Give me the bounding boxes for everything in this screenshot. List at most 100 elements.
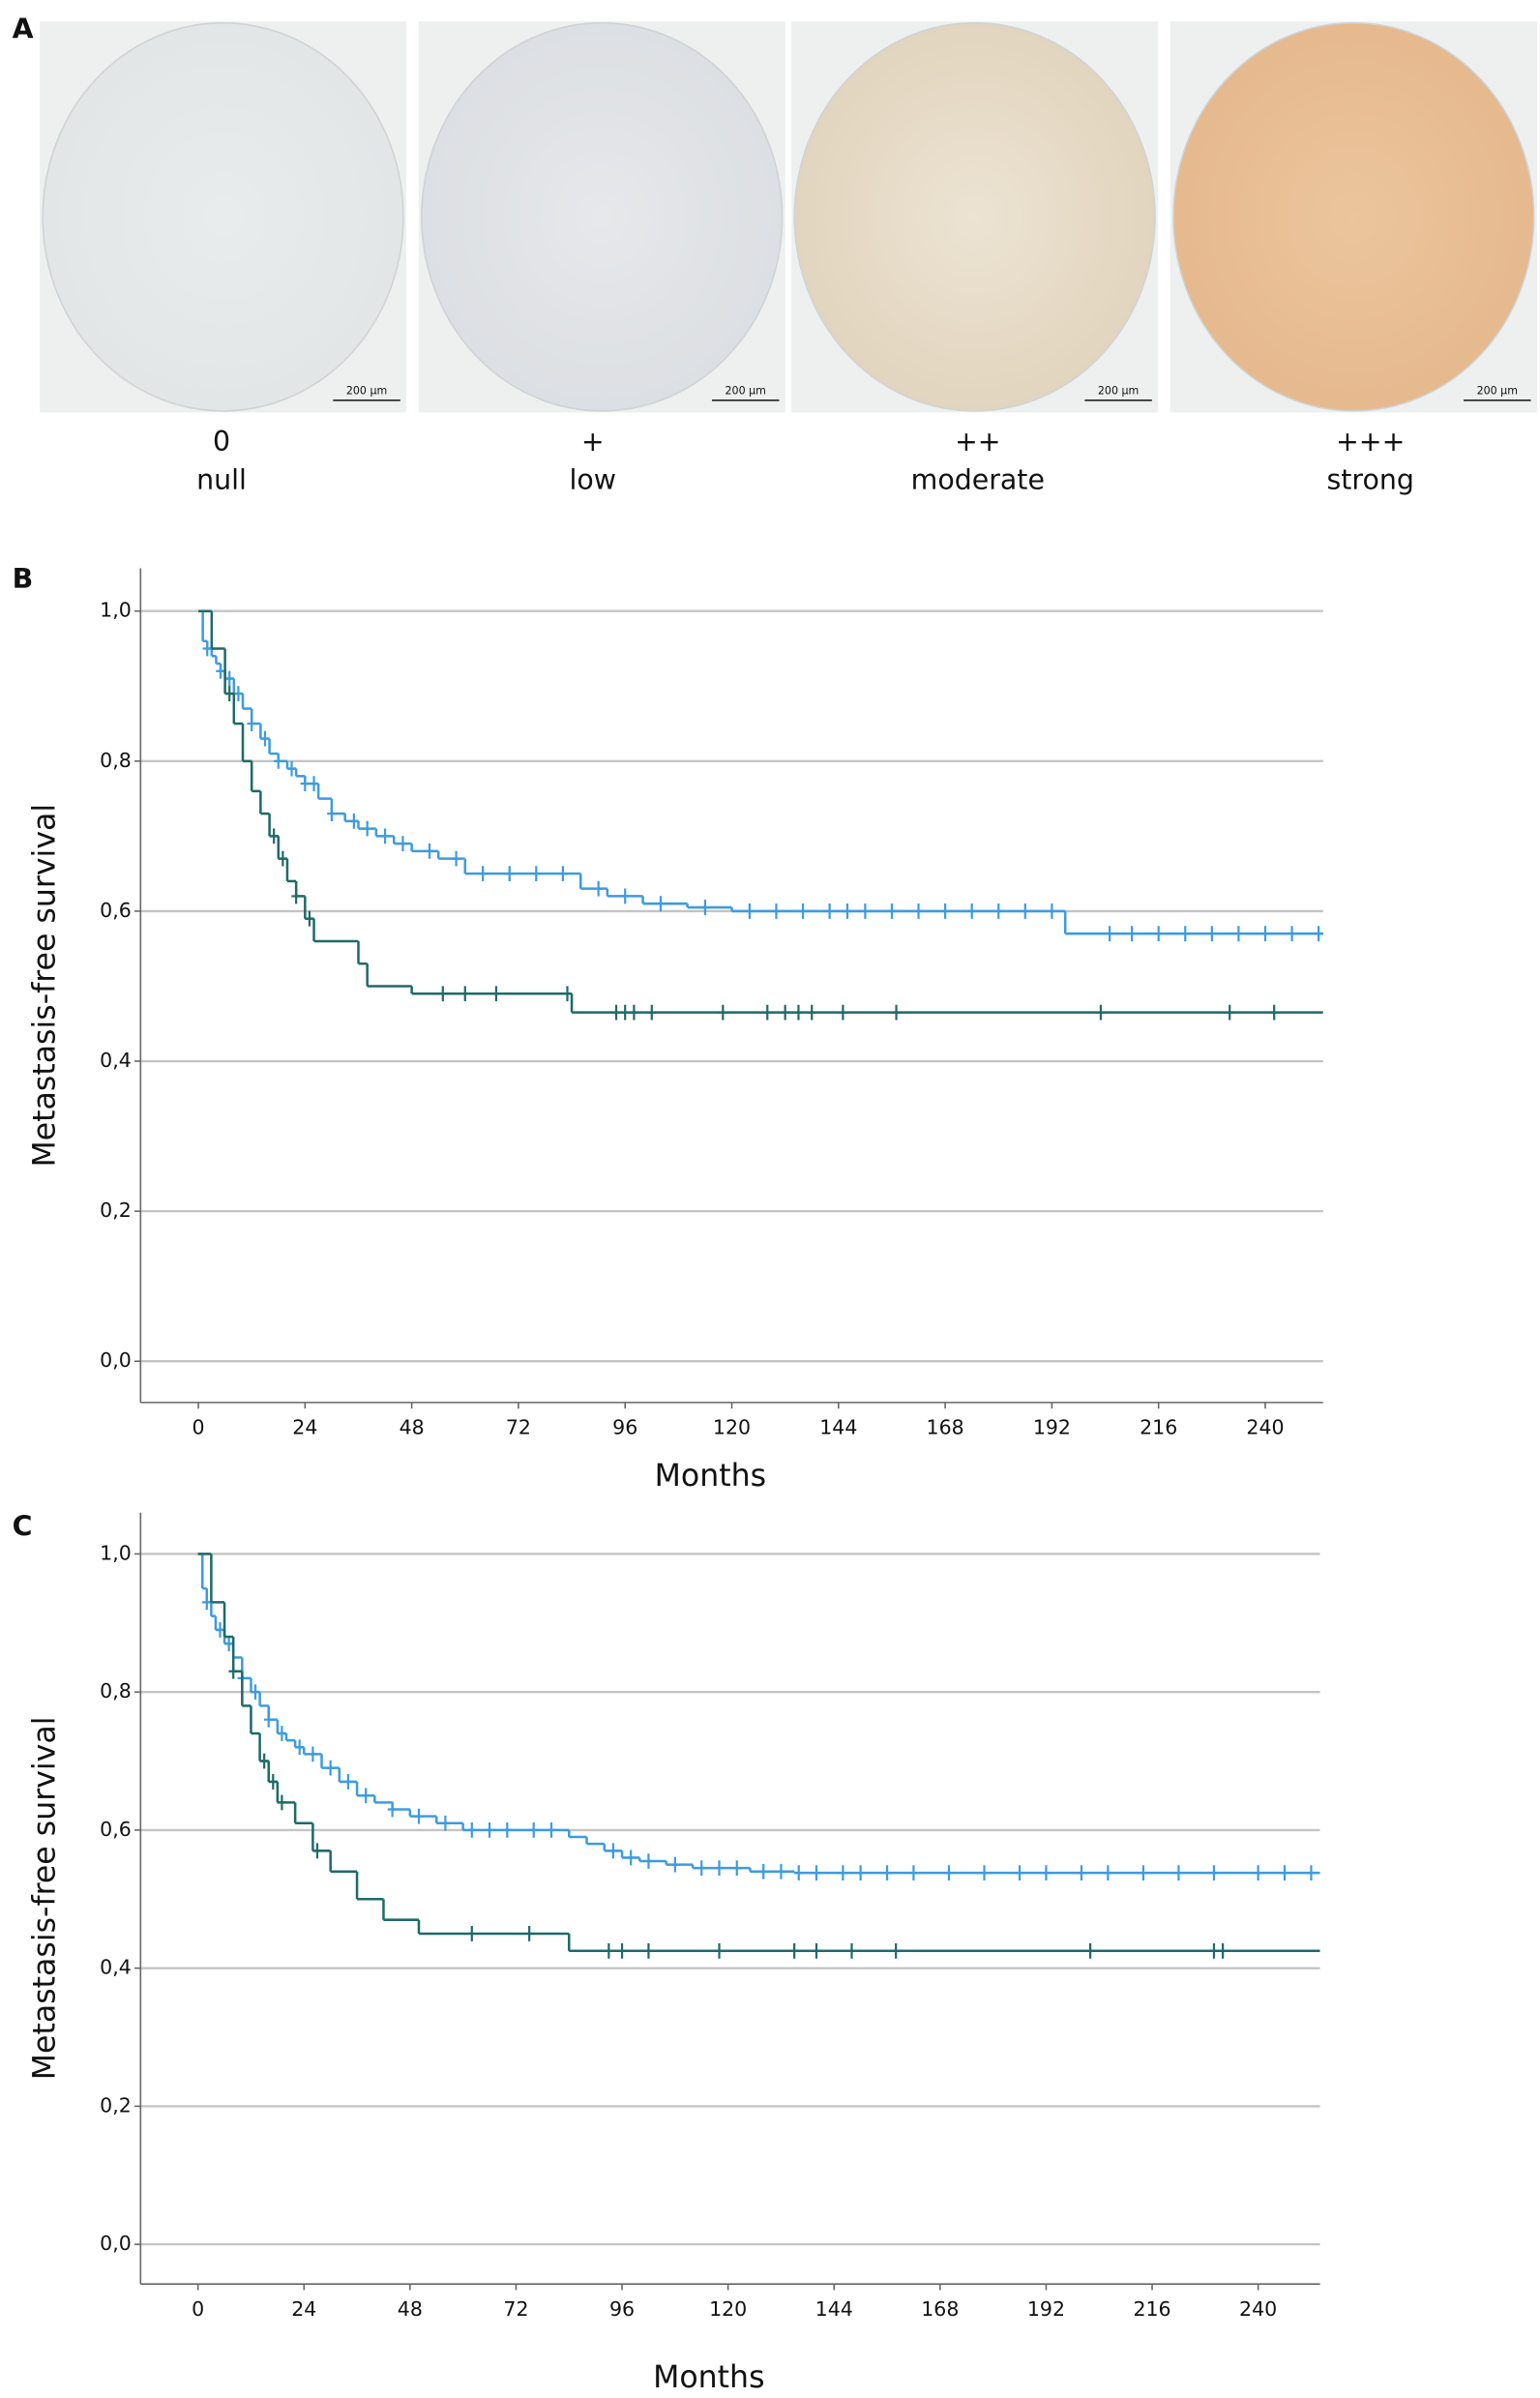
censor-mark <box>812 1865 821 1881</box>
censor-mark <box>771 903 782 919</box>
censor-mark <box>216 663 225 679</box>
censor-mark <box>531 866 542 882</box>
censor-mark <box>798 903 808 919</box>
censor-mark <box>732 1860 742 1877</box>
censor-mark <box>643 1942 654 1959</box>
censor-mark <box>259 1753 269 1769</box>
censor-mark <box>812 1942 821 1959</box>
censor-mark <box>467 1821 477 1838</box>
grade-symbol: + <box>581 426 605 458</box>
censor-mark <box>966 903 977 919</box>
censor-mark <box>343 1774 353 1790</box>
censor-mark <box>327 806 337 822</box>
censor-mark <box>789 1942 799 1959</box>
y-tick-label: 0,2 <box>100 1199 132 1222</box>
x-tick-label: 216 <box>1133 2297 1170 2321</box>
x-tick-label: 0 <box>192 2297 204 2321</box>
censor-mark <box>887 903 897 919</box>
grade-label: strong <box>1326 464 1413 496</box>
censor-mark <box>1015 1865 1024 1881</box>
censor-mark <box>233 686 244 701</box>
censor-mark <box>440 1815 451 1831</box>
y-axis-label: Metastasis-free survival <box>27 804 62 1168</box>
censor-mark <box>1085 1942 1095 1959</box>
censor-mark <box>349 813 359 829</box>
censor-mark <box>467 1926 477 1941</box>
censor-mark <box>1209 1865 1219 1881</box>
x-tick-label: 24 <box>291 2297 316 2321</box>
grade-label: null <box>196 464 247 496</box>
censor-mark <box>776 1863 786 1880</box>
censor-mark <box>620 888 630 904</box>
censor-mark <box>294 1739 305 1756</box>
censor-mark <box>268 1774 279 1790</box>
censor-mark <box>325 1760 336 1776</box>
censor-mark <box>1225 1004 1234 1021</box>
censor-mark <box>940 903 950 919</box>
censor-mark <box>277 1726 287 1741</box>
censor-mark <box>305 910 314 927</box>
tissue-core <box>42 21 404 412</box>
censor-mark <box>309 776 319 791</box>
x-tick-label: 96 <box>612 1416 637 1439</box>
censor-mark <box>228 1663 238 1679</box>
censor-mark <box>438 986 448 1002</box>
censor-mark <box>547 1821 556 1838</box>
panel-label: B <box>13 563 34 595</box>
censor-mark <box>528 1821 539 1838</box>
censor-mark <box>362 820 372 837</box>
x-tick-label: 0 <box>192 1416 205 1439</box>
censor-mark <box>1306 1865 1317 1881</box>
censor-mark <box>558 866 568 882</box>
censor-mark <box>608 1843 618 1859</box>
x-tick-label: 72 <box>506 1416 531 1439</box>
y-tick-label: 0,0 <box>100 2232 132 2255</box>
grade-label: moderate <box>911 464 1045 496</box>
x-tick-label: 72 <box>503 2297 528 2321</box>
x-tick-label: 144 <box>819 1416 857 1439</box>
x-tick-label: 48 <box>398 2297 423 2321</box>
censor-mark <box>643 1853 654 1869</box>
censor-mark <box>626 1850 636 1866</box>
censor-mark <box>308 1746 318 1762</box>
tissue-core <box>421 21 784 412</box>
censor-mark <box>718 1004 728 1021</box>
censor-mark <box>593 880 604 897</box>
censor-mark <box>260 730 270 747</box>
censor-mark <box>617 1942 627 1959</box>
censor-mark <box>562 986 573 1002</box>
censor-mark <box>700 900 710 915</box>
censor-mark <box>1103 1865 1113 1881</box>
censor-mark <box>1127 926 1137 942</box>
censor-mark <box>251 1684 260 1701</box>
x-tick-label: 120 <box>709 2297 747 2321</box>
censor-mark <box>993 903 1003 919</box>
tissue-core <box>1172 21 1535 412</box>
censor-mark <box>855 1865 866 1881</box>
grade-symbol: ++ <box>955 426 1001 458</box>
y-tick-label: 0,0 <box>100 1348 132 1372</box>
censor-mark <box>944 1865 954 1881</box>
censor-mark <box>478 866 488 882</box>
censor-mark <box>278 850 288 867</box>
censor-mark <box>629 1004 639 1021</box>
panel-label: A <box>13 14 34 45</box>
censor-mark <box>1218 1942 1228 1959</box>
y-tick-label: 0,6 <box>100 899 132 922</box>
censor-mark <box>224 686 234 701</box>
censor-mark <box>1153 926 1164 942</box>
censor-mark <box>843 903 852 919</box>
censor-mark <box>670 1856 680 1873</box>
grade-symbol: 0 <box>213 426 230 458</box>
x-tick-label: 240 <box>1246 1416 1284 1439</box>
censor-mark <box>846 1942 857 1959</box>
y-tick-label: 0,6 <box>100 1818 132 1841</box>
censor-mark <box>1021 903 1030 919</box>
censor-mark <box>1180 926 1191 942</box>
censor-mark <box>882 1865 892 1881</box>
censor-mark <box>656 896 666 912</box>
censor-mark <box>913 903 924 919</box>
censor-mark <box>380 828 390 844</box>
scale-bar-label: 200 µm <box>726 384 766 397</box>
censor-mark <box>838 1865 848 1881</box>
